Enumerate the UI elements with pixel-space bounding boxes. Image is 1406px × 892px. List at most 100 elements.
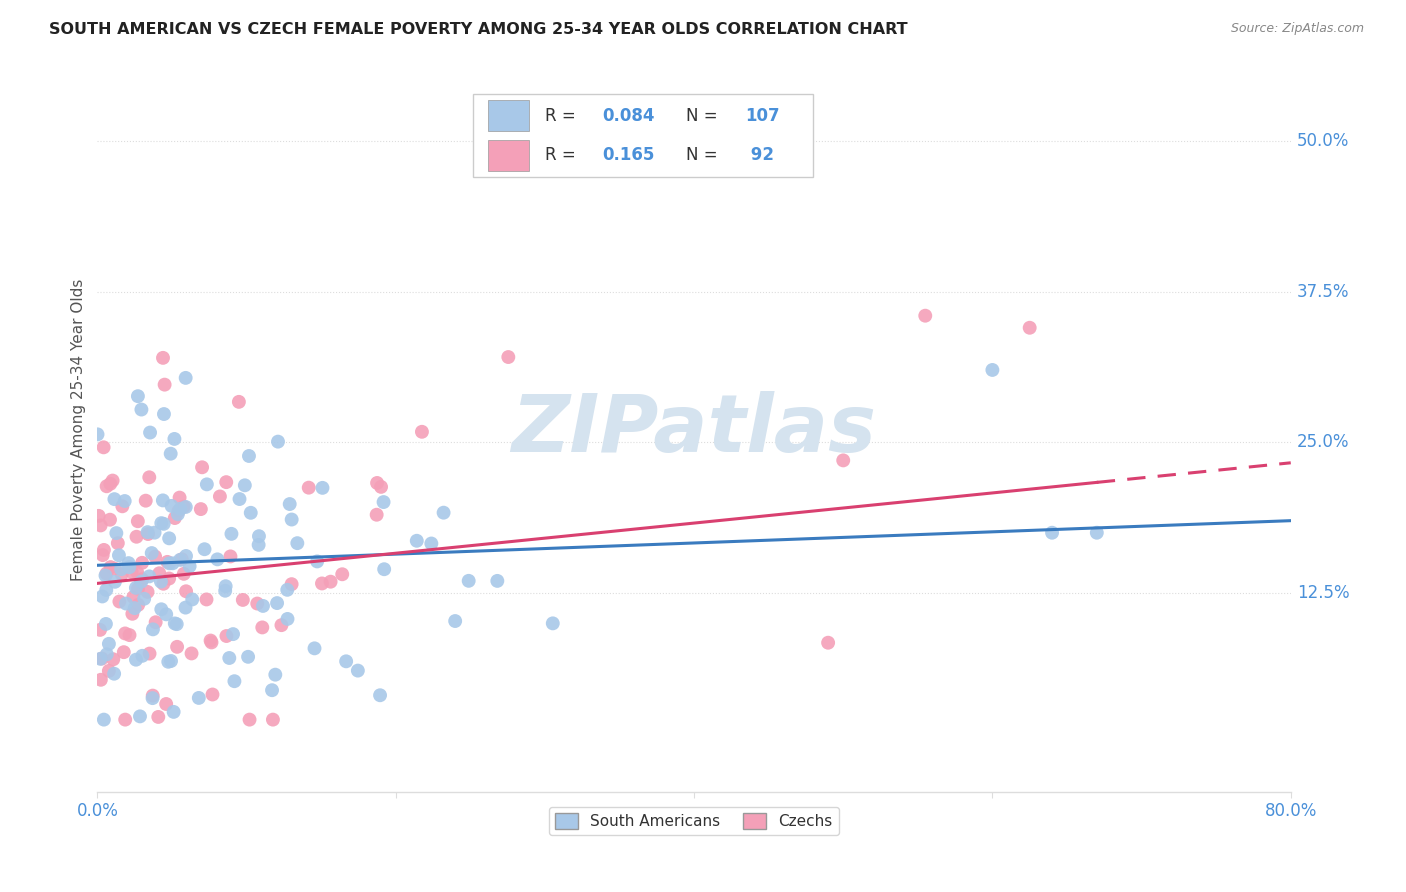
Point (169, 553, 191, 567)
Point (201, 688, 224, 702)
Point (457, 574, 479, 588)
Point (370, 480, 392, 494)
Point (125, 530, 148, 544)
Point (143, 525, 166, 540)
Point (267, 434, 290, 449)
Point (444, 614, 467, 628)
Text: N =: N = (686, 106, 723, 125)
Point (218, 651, 240, 665)
Text: R =: R = (546, 146, 581, 164)
Point (131, 402, 153, 417)
Point (193, 542, 215, 557)
Point (298, 481, 321, 495)
Text: 107: 107 (745, 106, 780, 125)
Point (420, 536, 443, 550)
Point (148, 710, 170, 724)
Point (148, 566, 170, 581)
Point (105, 526, 128, 541)
Text: 0.084: 0.084 (602, 106, 655, 125)
Point (307, 554, 329, 568)
Point (817, 636, 839, 650)
Point (124, 601, 146, 615)
Point (138, 647, 160, 661)
Point (180, 647, 202, 661)
Point (108, 549, 131, 563)
Point (174, 549, 197, 563)
Point (103, 666, 125, 681)
Point (136, 585, 159, 599)
Point (169, 501, 191, 516)
Point (91, 548, 114, 562)
Point (93, 440, 115, 454)
Point (162, 556, 184, 570)
Point (208, 490, 231, 504)
Point (142, 691, 165, 706)
Point (304, 641, 326, 656)
Point (239, 506, 262, 520)
Point (135, 493, 157, 508)
Point (247, 529, 270, 543)
Point (166, 617, 188, 632)
Point (224, 674, 246, 689)
Point (152, 493, 174, 508)
Point (104, 574, 127, 589)
Point (311, 576, 333, 591)
Point (163, 705, 186, 719)
Point (167, 507, 190, 521)
Point (149, 574, 172, 589)
Text: 92: 92 (745, 146, 775, 164)
Point (138, 470, 160, 484)
Point (114, 713, 136, 727)
Point (512, 140, 534, 154)
Text: 50.0%: 50.0% (1296, 132, 1350, 150)
Point (278, 497, 301, 511)
Point (285, 536, 308, 550)
Point (411, 425, 433, 439)
Point (156, 555, 179, 569)
Point (157, 655, 180, 669)
Point (233, 478, 256, 492)
Point (195, 477, 218, 491)
Point (222, 627, 245, 641)
Point (155, 607, 177, 622)
Point (157, 572, 180, 586)
Point (96, 647, 118, 661)
Text: 0.165: 0.165 (602, 146, 655, 164)
Point (174, 584, 197, 599)
Point (163, 616, 186, 631)
Point (190, 502, 212, 516)
Point (432, 506, 454, 520)
Point (87, 508, 110, 523)
FancyBboxPatch shape (488, 140, 530, 170)
Point (160, 654, 183, 668)
Point (215, 475, 238, 490)
Point (347, 664, 370, 678)
Point (215, 629, 238, 643)
Point (246, 597, 269, 611)
Point (191, 460, 214, 475)
Point (152, 351, 174, 365)
Point (118, 560, 141, 574)
Point (139, 425, 162, 440)
Text: 37.5%: 37.5% (1296, 283, 1350, 301)
Point (498, 350, 520, 364)
Point (155, 697, 177, 711)
Point (127, 389, 149, 403)
Point (236, 649, 259, 664)
Text: SOUTH AMERICAN VS CZECH FEMALE POVERTY AMONG 25-34 YEAR OLDS CORRELATION CHART: SOUTH AMERICAN VS CZECH FEMALE POVERTY A… (49, 22, 908, 37)
Point (86, 427, 108, 442)
Point (366, 508, 388, 522)
Point (127, 565, 149, 579)
Point (266, 596, 288, 610)
Point (981, 363, 1004, 377)
Point (373, 562, 395, 576)
Point (142, 623, 165, 637)
FancyBboxPatch shape (488, 101, 530, 131)
Point (103, 652, 125, 666)
Point (127, 598, 149, 612)
Text: R =: R = (546, 106, 581, 125)
Point (125, 581, 148, 595)
Point (335, 654, 357, 668)
Point (169, 491, 191, 505)
Point (90, 651, 112, 665)
